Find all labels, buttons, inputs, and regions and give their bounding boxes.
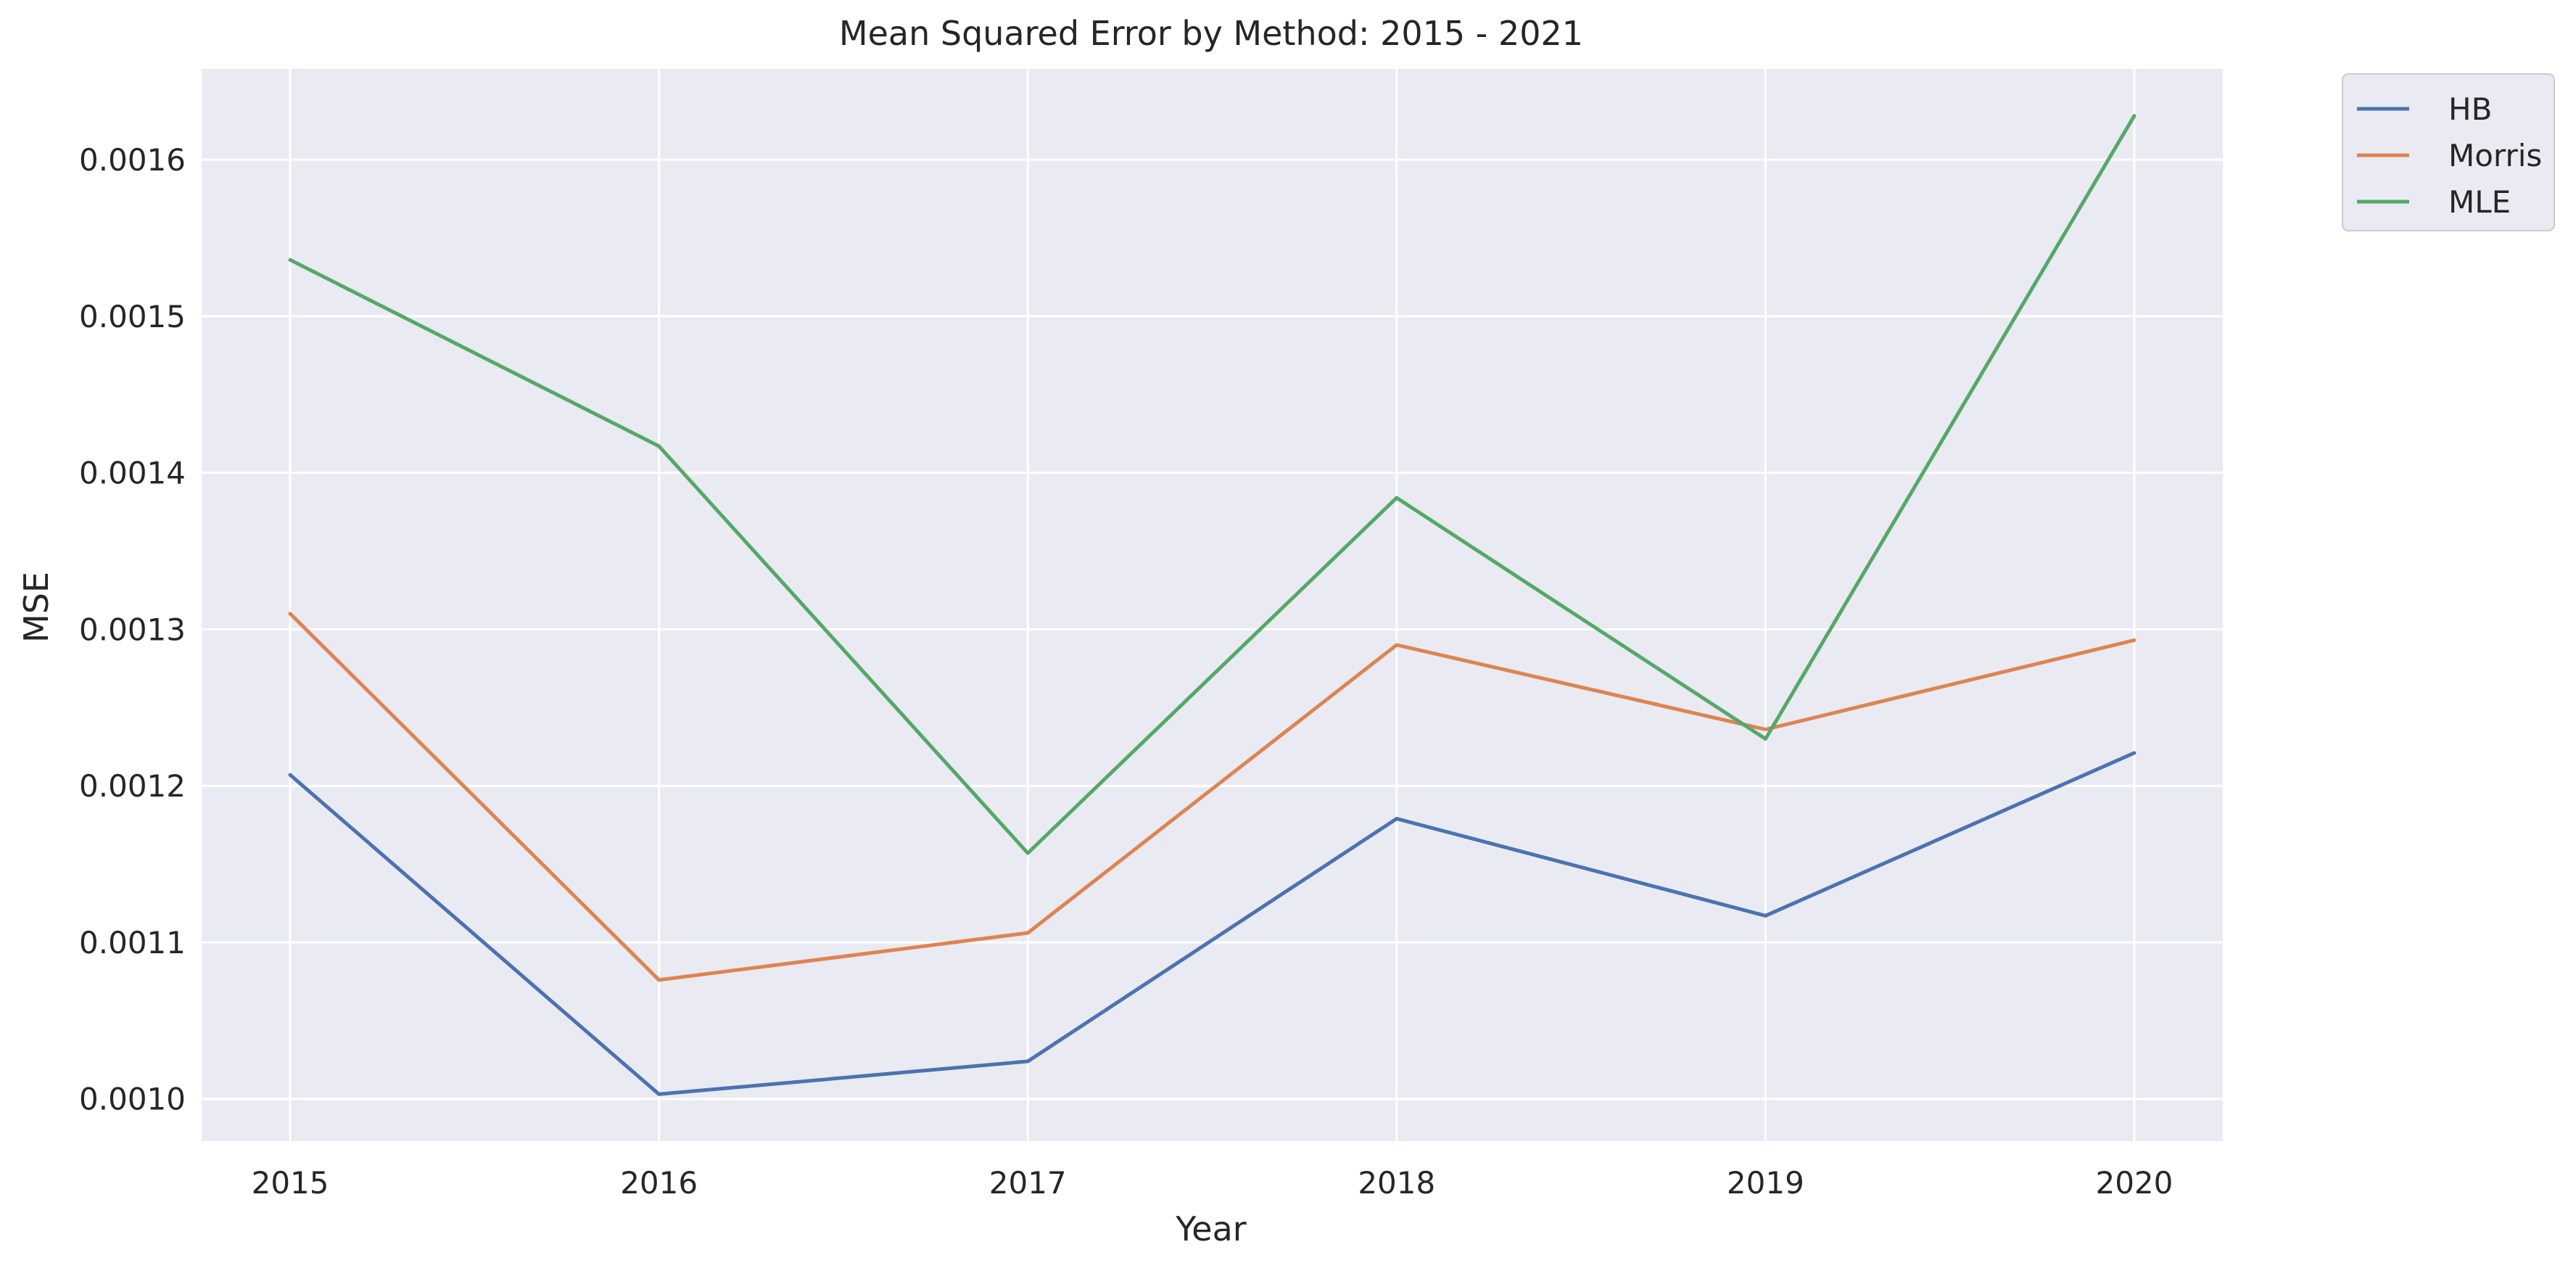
x-tick-label: 2017 bbox=[989, 1165, 1067, 1201]
x-tick-label: 2020 bbox=[2095, 1165, 2173, 1201]
y-axis-title: MSE bbox=[17, 572, 56, 643]
y-tick-label: 0.0014 bbox=[79, 456, 186, 491]
series-line-morris bbox=[288, 612, 2137, 982]
y-axis-ticks: 0.0010 0.0011 0.0012 0.0013 0.0014 0.0015 0.00… bbox=[79, 142, 186, 1117]
x-tick-label: 2016 bbox=[620, 1165, 698, 1201]
y-tick-label: 0.0011 bbox=[79, 925, 186, 961]
y-tick-label: 0.0015 bbox=[79, 299, 186, 334]
y-tick-label: 0.0016 bbox=[79, 142, 186, 178]
legend-label-mle: MLE bbox=[2448, 184, 2511, 220]
x-tick-label: 2018 bbox=[1358, 1165, 1435, 1201]
chart-title: Mean Squared Error by Method: 2015 - 202… bbox=[839, 14, 1583, 53]
legend: HB Morris MLE bbox=[2342, 73, 2555, 231]
y-tick-label: 0.0013 bbox=[79, 612, 186, 647]
x-tick-label: 2015 bbox=[252, 1165, 329, 1201]
y-tick-label: 0.0010 bbox=[79, 1082, 186, 1117]
plot-area bbox=[202, 69, 2223, 1141]
series-line-mle bbox=[288, 114, 2137, 855]
x-axis-title: Year bbox=[1175, 1209, 1246, 1249]
legend-label-hb: HB bbox=[2448, 91, 2492, 127]
x-tick-label: 2019 bbox=[1727, 1165, 1804, 1201]
legend-label-morris: Morris bbox=[2448, 138, 2542, 173]
series-line-hb bbox=[288, 751, 2137, 1096]
series-lines bbox=[288, 114, 2137, 1096]
grid-lines bbox=[202, 69, 2223, 1141]
x-axis-ticks: 2015 2016 2017 2018 2019 2020 bbox=[252, 1165, 2174, 1201]
legend-box bbox=[2342, 73, 2555, 231]
y-tick-label: 0.0012 bbox=[79, 768, 186, 804]
